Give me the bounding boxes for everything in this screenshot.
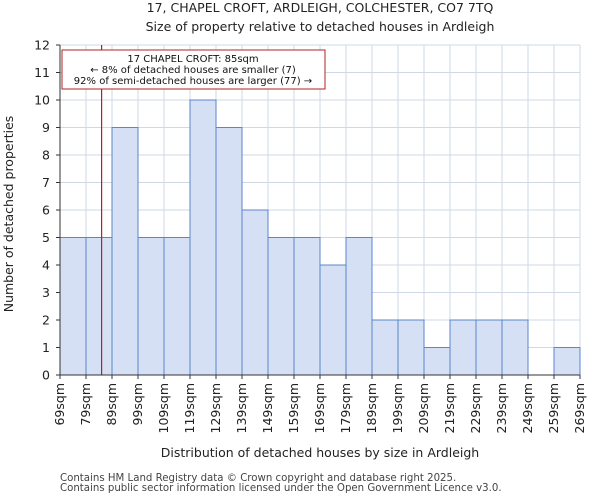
x-tick-label: 99sqm — [130, 383, 145, 426]
bar-89sqm — [111, 127, 139, 376]
x-tick-label: 89sqm — [104, 383, 119, 426]
x-tick-label: 69sqm — [52, 383, 67, 426]
x-tick-label: 199sqm — [390, 383, 405, 433]
x-tick-label: 109sqm — [156, 383, 171, 433]
y-tick-label: 2 — [42, 313, 50, 328]
y-tick-label: 7 — [42, 175, 50, 190]
y-tick-label: 1 — [42, 340, 50, 355]
x-tick-label: 159sqm — [286, 383, 301, 433]
x-tick-label: 149sqm — [260, 383, 275, 433]
bar-179sqm — [345, 237, 373, 376]
chart-subtitle: Size of property relative to detached ho… — [146, 19, 495, 34]
y-axis-label: Number of detached properties — [1, 116, 16, 313]
bar-79sqm — [85, 237, 113, 376]
footer-line-2: Contains public sector information licen… — [60, 483, 502, 494]
bar-139sqm — [241, 209, 269, 376]
x-axis-label: Distribution of detached houses by size … — [161, 445, 479, 460]
y-tick-label: 3 — [42, 285, 50, 300]
y-tick-label: 11 — [34, 65, 50, 80]
x-tick-label: 189sqm — [364, 383, 379, 433]
x-tick-label: 169sqm — [312, 383, 327, 433]
x-tick-label: 259sqm — [546, 383, 561, 433]
bar-259sqm — [553, 347, 581, 376]
y-tick-label: 8 — [42, 148, 50, 163]
x-tick-label: 249sqm — [520, 383, 535, 433]
bar-119sqm — [189, 99, 217, 376]
y-tick-label: 4 — [42, 258, 50, 273]
y-tick-label: 0 — [42, 368, 50, 383]
x-tick-label: 179sqm — [338, 383, 353, 433]
x-tick-label: 209sqm — [416, 383, 431, 433]
bar-69sqm — [59, 237, 87, 376]
x-tick-labels: 69sqm 79sqm 89sqm 99sqm 109sqm 119sqm 129sqm 13… — [52, 375, 587, 433]
bar-199sqm — [397, 319, 425, 376]
y-tick-label: 12 — [34, 38, 50, 53]
y-tick-label: 5 — [42, 230, 50, 245]
bar-99sqm — [137, 237, 165, 376]
y-tick-label: 9 — [42, 120, 50, 135]
annotation-box: 17 CHAPEL CROFT: 85sqm ← 8% of detached … — [61, 49, 326, 90]
annotation-line-2: ← 8% of detached houses are smaller (7) — [90, 65, 296, 76]
bar-229sqm — [475, 319, 503, 376]
x-tick-label: 139sqm — [234, 383, 249, 433]
y-tick-label: 10 — [34, 93, 50, 108]
annotation-line-3: 92% of semi-detached houses are larger (… — [74, 76, 312, 87]
bar-159sqm — [293, 237, 321, 376]
bar-189sqm — [371, 319, 399, 376]
x-tick-label: 119sqm — [182, 383, 197, 433]
bar-239sqm — [501, 319, 529, 376]
bar-109sqm — [163, 237, 191, 376]
x-tick-label: 269sqm — [572, 383, 587, 433]
bar-219sqm — [449, 319, 477, 376]
x-tick-label: 129sqm — [208, 383, 223, 433]
bar-129sqm — [215, 127, 243, 376]
bar-149sqm — [267, 237, 295, 376]
bar-209sqm — [423, 347, 451, 376]
x-tick-label: 239sqm — [494, 383, 509, 433]
bar-169sqm — [319, 264, 347, 376]
x-tick-label: 219sqm — [442, 383, 457, 433]
bars — [59, 99, 581, 376]
x-tick-label: 79sqm — [78, 383, 93, 426]
annotation-line-1: 17 CHAPEL CROFT: 85sqm — [127, 54, 258, 65]
footer-line-1: Contains HM Land Registry data © Crown c… — [60, 473, 457, 484]
annotation-frame — [61, 49, 326, 90]
x-tick-label: 229sqm — [468, 383, 483, 433]
y-tick-label: 6 — [42, 203, 50, 218]
chart-title: 17, CHAPEL CROFT, ARDLEIGH, COLCHESTER, … — [147, 0, 494, 15]
